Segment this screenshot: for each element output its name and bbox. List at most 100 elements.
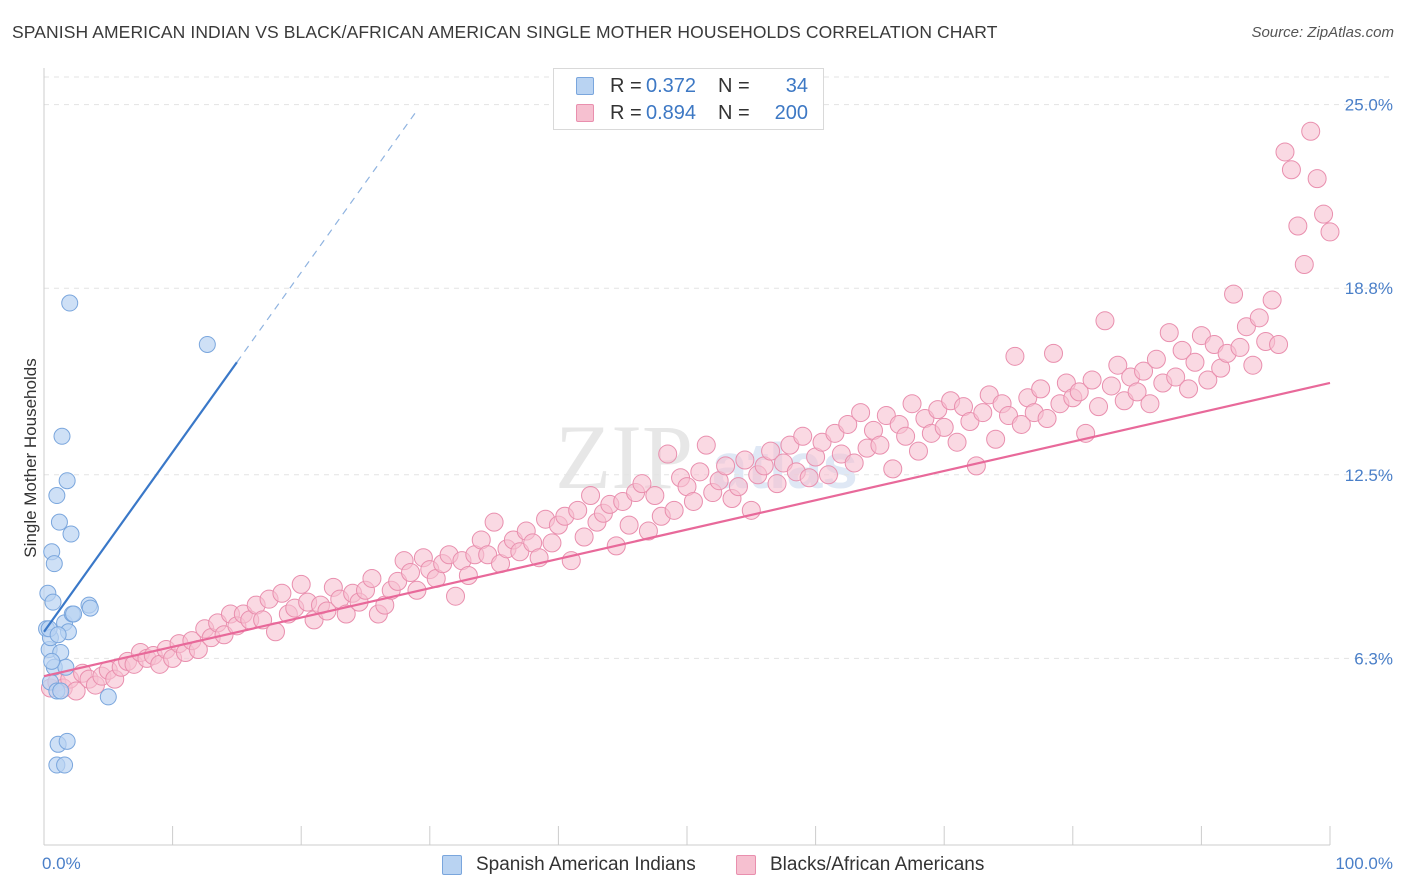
data-point-spanish-american-indians (81, 599, 99, 617)
data-point-blacks-african-americans (1320, 222, 1340, 242)
legend-r-label: R = (610, 101, 642, 124)
legend-n-value: 200 (774, 101, 808, 124)
data-point-blacks-african-americans (1140, 394, 1160, 414)
data-point-blacks-african-americans (1172, 340, 1192, 360)
y-tick-label: 12.5% (1345, 466, 1393, 485)
legend-row-spanish-american-indians: R = 0.372 N = 34 (576, 75, 808, 97)
data-point-blacks-african-americans (793, 426, 813, 446)
data-point-blacks-african-americans (1179, 379, 1199, 399)
legend-r-value: 0.372 (646, 74, 697, 97)
data-point-blacks-african-americans (690, 462, 710, 482)
data-point-spanish-american-indians (49, 626, 67, 644)
data-point-blacks-african-americans (638, 521, 658, 541)
data-point-spanish-american-indians (62, 525, 80, 543)
data-point-blacks-african-americans (1005, 346, 1025, 366)
legend-n-value: 34 (785, 74, 808, 97)
data-point-blacks-african-americans (401, 563, 421, 583)
data-point-blacks-african-americans (908, 441, 928, 461)
x-tick-label: 100.0% (1335, 854, 1393, 873)
legend-r-label: R = (610, 74, 642, 97)
data-point-blacks-african-americans (664, 500, 684, 520)
data-point-blacks-african-americans (1127, 382, 1147, 402)
data-point-blacks-african-americans (1011, 414, 1031, 434)
x-tick-label: 0.0% (42, 854, 81, 873)
data-point-blacks-african-americans (1031, 379, 1051, 399)
data-point-blacks-african-americans (1198, 370, 1218, 390)
legend-item-label: Blacks/African Americans (770, 854, 985, 875)
data-point-blacks-african-americans (799, 468, 819, 488)
legend-swatch-pink (736, 855, 756, 875)
data-point-blacks-african-americans (1269, 334, 1289, 354)
data-point-spanish-american-indians (43, 652, 61, 670)
data-point-blacks-african-americans (844, 453, 864, 473)
y-tick-label: 25.0% (1345, 96, 1393, 115)
trend-lines (43, 110, 1331, 678)
axes (43, 68, 1331, 846)
legend-row-blacks-african-americans: R = 0.894 N = 200 (576, 102, 808, 124)
data-point-spanish-american-indians (48, 487, 66, 505)
data-point-blacks-african-americans (761, 441, 781, 461)
trendline-spanish-american-indians (43, 361, 238, 633)
data-point-blacks-african-americans (1307, 169, 1327, 189)
data-point-blacks-african-americans (1294, 255, 1314, 275)
legend-swatch-pink (576, 104, 594, 122)
data-point-blacks-african-americans (542, 533, 562, 553)
legend-swatch-blue (442, 855, 462, 875)
legend-item-blacks-african-americans: Blacks/African Americans (736, 852, 984, 878)
data-point-blacks-african-americans (619, 515, 639, 535)
y-axis-label: Single Mother Households (21, 358, 40, 557)
data-point-blacks-african-americans (1082, 370, 1102, 390)
legend-swatch-blue (576, 77, 594, 95)
data-point-blacks-african-americans (716, 456, 736, 476)
data-point-blacks-african-americans (658, 444, 678, 464)
data-point-blacks-african-americans (1230, 337, 1250, 357)
data-point-blacks-african-americans (767, 474, 787, 494)
data-point-spanish-american-indians (45, 555, 63, 573)
data-point-blacks-african-americans (632, 474, 652, 494)
data-point-blacks-african-americans (1224, 284, 1244, 304)
data-point-blacks-african-americans (1301, 121, 1321, 141)
data-point-blacks-african-americans (1101, 376, 1121, 396)
data-point-blacks-african-americans (446, 586, 466, 606)
data-point-blacks-african-americans (1108, 355, 1128, 375)
data-point-spanish-american-indians (198, 335, 216, 353)
data-point-blacks-african-americans (1249, 308, 1269, 328)
data-point-spanish-american-indians (56, 756, 74, 774)
data-point-blacks-african-americans (1166, 367, 1186, 387)
trendline-blacks-african-americans (43, 381, 1331, 678)
data-point-blacks-african-americans (1185, 352, 1205, 372)
data-point-blacks-african-americans (645, 486, 665, 506)
y-tick-label: 18.8% (1345, 279, 1393, 298)
data-point-blacks-african-americans (851, 403, 871, 423)
data-point-blacks-african-americans (484, 512, 504, 532)
legend-r-value: 0.894 (646, 101, 697, 124)
data-point-blacks-african-americans (1095, 311, 1115, 331)
data-point-blacks-african-americans (291, 574, 311, 594)
data-point-blacks-african-americans (973, 403, 993, 423)
series-spanish-american-indians (38, 294, 216, 774)
correlation-legend: R = 0.372 N = 34 R = 0.894 N = 200 (553, 68, 824, 130)
trendline-extension-spanish-american-indians (236, 110, 418, 363)
series-blacks-african-americans (40, 121, 1340, 701)
data-point-blacks-african-americans (947, 432, 967, 452)
y-tick-label: 6.3% (1354, 649, 1393, 668)
data-point-blacks-african-americans (1262, 290, 1282, 310)
legend-item-spanish-american-indians: Spanish American Indians (442, 852, 696, 878)
data-point-blacks-african-americans (1044, 343, 1064, 363)
data-point-blacks-african-americans (818, 465, 838, 485)
data-point-blacks-african-americans (1134, 361, 1154, 381)
source-label: Source: ZipAtlas.com (1251, 24, 1394, 41)
data-point-spanish-american-indians (52, 682, 70, 700)
data-point-spanish-american-indians (61, 294, 79, 312)
data-point-blacks-african-americans (1288, 216, 1308, 236)
legend-n-label: N = (718, 74, 750, 97)
data-point-blacks-african-americans (568, 500, 588, 520)
data-point-blacks-african-americans (1037, 409, 1057, 429)
series-legend: Spanish American Indians Blacks/African … (0, 852, 1406, 878)
data-point-blacks-african-americans (838, 414, 858, 434)
data-point-blacks-african-americans (581, 486, 601, 506)
tick-labels: 6.3% 12.5% 18.8% 25.0% 0.0% 100.0% (42, 96, 1393, 873)
data-point-blacks-african-americans (336, 604, 356, 624)
legend-item-label: Spanish American Indians (476, 854, 696, 875)
